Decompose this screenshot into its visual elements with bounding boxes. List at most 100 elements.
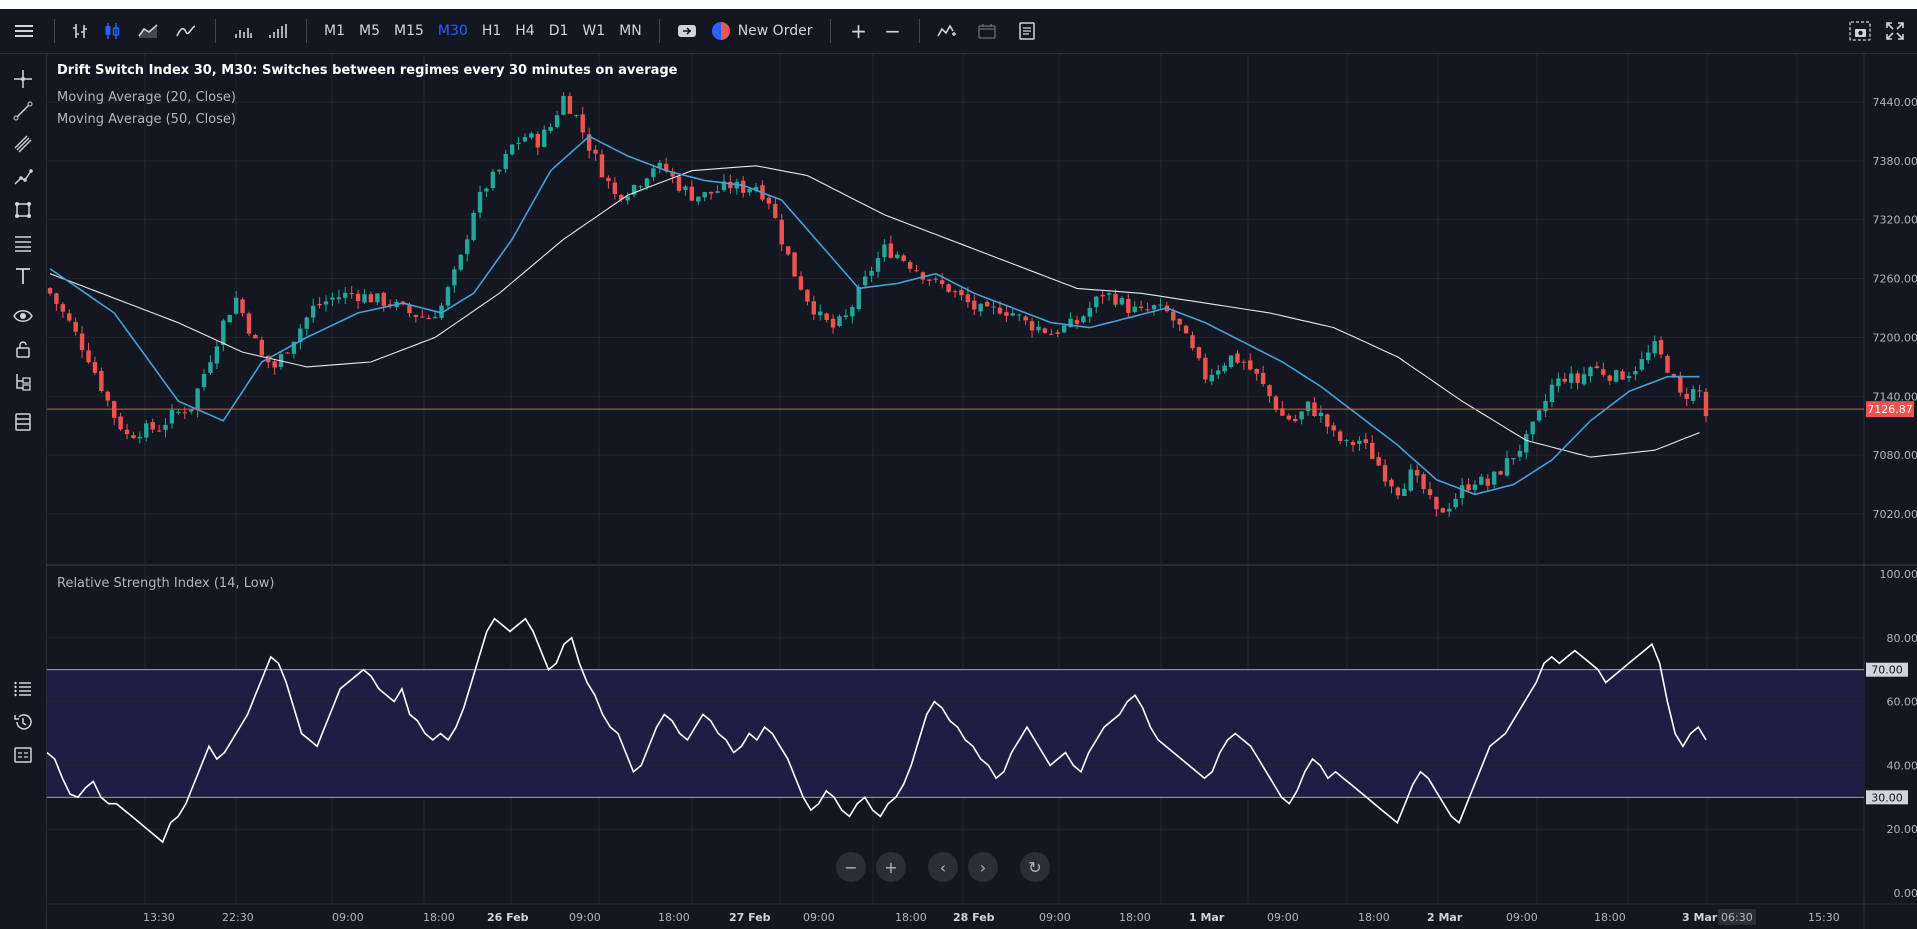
fib-icon[interactable] xyxy=(8,228,38,258)
ma50-legend[interactable]: Moving Average (50, Close) xyxy=(57,112,236,127)
channel-icon[interactable] xyxy=(8,129,38,159)
time-tick-label: 18:00 xyxy=(1594,911,1626,924)
timeframe-m5[interactable]: M5 xyxy=(359,23,380,39)
candles-icon[interactable] xyxy=(95,16,129,46)
bar-chart-icon[interactable] xyxy=(65,16,95,46)
candle-body xyxy=(843,315,849,318)
timeframe-w1[interactable]: W1 xyxy=(582,23,606,39)
trend-line-icon[interactable] xyxy=(8,96,38,126)
zoom-in-button[interactable]: + xyxy=(876,852,906,882)
indicators-icon[interactable] xyxy=(930,16,964,46)
rsi-legend[interactable]: Relative Strength Index (14, Low) xyxy=(57,576,275,591)
fullscreen-icon[interactable] xyxy=(1877,16,1913,46)
new-order-button[interactable]: New Order xyxy=(704,16,821,46)
candle-body xyxy=(1402,488,1407,496)
timeframe-d1[interactable]: D1 xyxy=(548,23,569,39)
timeframe-m15[interactable]: M15 xyxy=(394,23,424,39)
price-tick-label: 7320.00 xyxy=(1873,214,1917,227)
account-icon[interactable] xyxy=(8,740,38,770)
scroll-left-button[interactable]: ‹ xyxy=(928,852,958,882)
candle-body xyxy=(1453,498,1458,508)
time-tick-label: 18:00 xyxy=(423,911,455,924)
candle-body xyxy=(1190,335,1195,349)
scroll-right-button[interactable]: › xyxy=(968,852,998,882)
candle-body xyxy=(387,304,393,306)
candle-body xyxy=(1325,414,1330,427)
candle-body xyxy=(124,429,130,435)
candle-body xyxy=(1203,357,1208,380)
candle-body xyxy=(1479,476,1484,485)
candle-body xyxy=(1543,401,1548,412)
volume-icon[interactable] xyxy=(226,16,260,46)
path-icon[interactable] xyxy=(8,162,38,192)
candle-body xyxy=(1113,293,1118,305)
crosshair-icon[interactable] xyxy=(8,64,38,94)
time-tick-label: 09:00 xyxy=(1267,911,1299,924)
timeframe-h4[interactable]: H4 xyxy=(515,23,535,39)
candle-body xyxy=(484,188,489,192)
candle-body xyxy=(1286,415,1291,420)
timeframe-m30[interactable]: M30 xyxy=(437,23,468,39)
candle-body xyxy=(317,303,322,306)
rsi-band xyxy=(47,669,1864,798)
candle-body xyxy=(272,361,277,368)
lock-icon[interactable] xyxy=(8,334,38,364)
candle-body xyxy=(1652,341,1657,354)
candle-body xyxy=(1029,321,1035,331)
reset-chart-button[interactable]: ↻ xyxy=(1020,852,1050,882)
chart-canvas[interactable]: 7440.00 7380.00 7320.00 7260.00 7200.00 7140.… xyxy=(47,54,1917,929)
timeframe-m1[interactable]: M1 xyxy=(324,23,345,39)
price-tick-label: 7200.00 xyxy=(1873,331,1917,344)
ma20-legend[interactable]: Moving Average (20, Close) xyxy=(57,90,236,105)
volume-profile-icon[interactable] xyxy=(260,16,296,46)
menu-icon[interactable] xyxy=(4,16,44,46)
watchlist-icon[interactable] xyxy=(8,674,38,704)
candle-body xyxy=(1434,496,1439,510)
eye-icon[interactable] xyxy=(8,301,38,331)
candle-body xyxy=(663,163,669,172)
zoom-in-icon[interactable]: + xyxy=(850,19,867,43)
candle-body xyxy=(696,196,701,202)
zoom-out-icon[interactable]: − xyxy=(884,19,901,43)
candle-body xyxy=(1671,374,1677,377)
screenshot-icon[interactable] xyxy=(1843,16,1877,46)
candle-body xyxy=(323,301,329,305)
history-icon[interactable] xyxy=(8,707,38,737)
candle-body xyxy=(176,411,181,413)
candle-body xyxy=(1235,353,1240,363)
candle-body xyxy=(1536,410,1542,421)
object-tree-icon[interactable] xyxy=(8,367,38,397)
text-icon[interactable] xyxy=(8,261,38,291)
new-order-label: New Order xyxy=(737,23,813,39)
candle-body xyxy=(86,350,91,363)
candle-body xyxy=(1010,313,1015,316)
rsi-tick-label: 40.00 xyxy=(1887,759,1917,772)
candle-body xyxy=(1177,318,1182,325)
candle-body xyxy=(1055,332,1060,334)
timeframe-h1[interactable]: H1 xyxy=(481,23,502,39)
calendar-icon[interactable] xyxy=(964,16,1010,46)
candle-body xyxy=(189,409,194,412)
time-tick-label: 1 Mar xyxy=(1189,911,1225,924)
candle-body xyxy=(1556,378,1561,387)
rectangle-icon[interactable] xyxy=(8,195,38,225)
area-icon[interactable] xyxy=(129,16,167,46)
candle-body xyxy=(1280,408,1285,416)
candle-body xyxy=(1267,385,1272,396)
line-icon[interactable] xyxy=(167,16,205,46)
zoom-out-button[interactable]: − xyxy=(836,852,866,882)
candle-body xyxy=(1601,369,1606,375)
candle-body xyxy=(554,115,560,127)
candle-body xyxy=(1106,293,1112,295)
candle-body xyxy=(1100,294,1105,297)
templates-icon[interactable] xyxy=(8,407,38,437)
time-tick-label: 06:30 xyxy=(1721,911,1753,924)
time-tick-label: 2 Mar xyxy=(1427,911,1463,924)
candle-body xyxy=(1575,373,1580,383)
candle-body xyxy=(291,341,297,354)
candle-body xyxy=(946,284,951,292)
sync-icon[interactable] xyxy=(670,16,704,46)
candle-body xyxy=(753,187,759,191)
timeframe-mn[interactable]: MN xyxy=(619,23,642,39)
notes-icon[interactable] xyxy=(1010,16,1044,46)
